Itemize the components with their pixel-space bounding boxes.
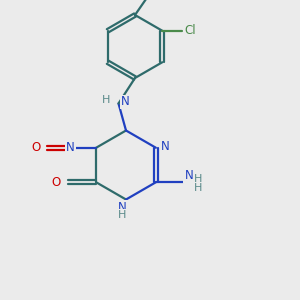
Text: N: N xyxy=(121,95,130,109)
Text: Cl: Cl xyxy=(184,24,196,37)
Text: H: H xyxy=(194,183,203,193)
Text: N: N xyxy=(118,201,127,214)
Text: H: H xyxy=(102,95,110,105)
Text: H: H xyxy=(194,174,203,184)
Text: O: O xyxy=(52,176,61,189)
Text: N: N xyxy=(66,141,75,154)
Text: O: O xyxy=(32,141,40,154)
Text: H: H xyxy=(118,210,127,220)
Text: N: N xyxy=(161,140,170,153)
Text: N: N xyxy=(184,169,193,182)
